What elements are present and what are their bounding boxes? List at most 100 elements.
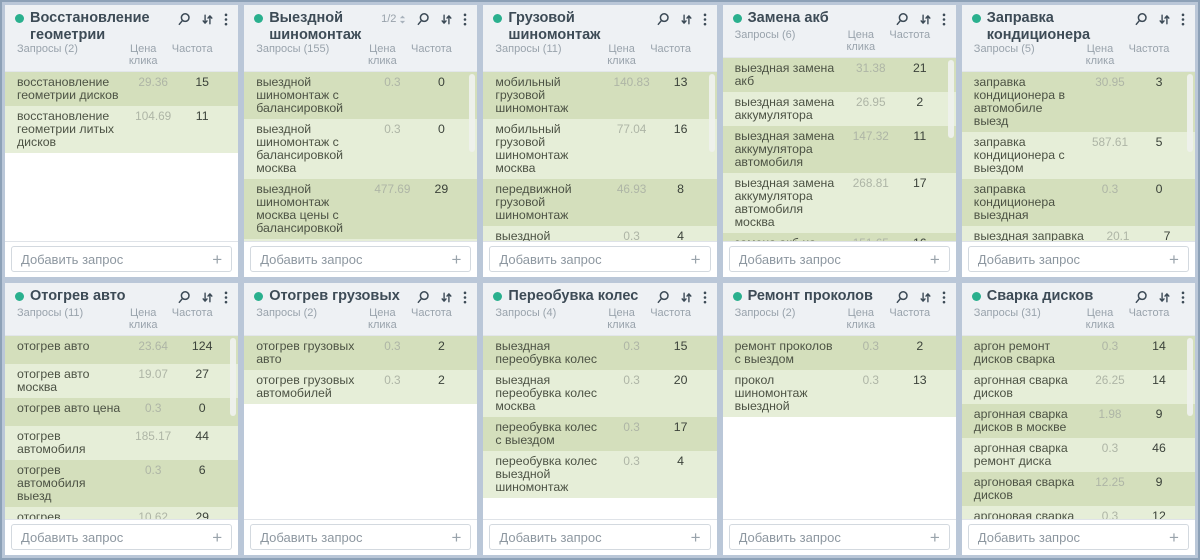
search-button[interactable]: [656, 290, 670, 304]
add-query-box[interactable]: +: [489, 246, 711, 272]
add-query-box[interactable]: +: [489, 524, 711, 550]
add-query-input[interactable]: [977, 251, 1170, 267]
query-row[interactable]: выездная переобувка колес москва 0.3 20: [483, 370, 717, 417]
add-query-input[interactable]: [738, 529, 930, 545]
search-button[interactable]: [1134, 12, 1148, 26]
add-query-plus-button[interactable]: +: [929, 249, 940, 269]
query-row[interactable]: заправка кондиционера в автомобиле выезд…: [961, 72, 1195, 133]
sort-button[interactable]: [680, 13, 693, 26]
query-row[interactable]: аргонная сварка дисков в москве 1.98 9: [961, 404, 1195, 438]
query-row[interactable]: передвижной грузовой шиномонтаж 46.93 8: [483, 179, 717, 227]
query-row[interactable]: выездная замена аккумулятора автомобиля …: [722, 173, 956, 233]
add-query-input[interactable]: [499, 529, 691, 545]
scrollbar-thumb[interactable]: [1186, 74, 1193, 153]
add-query-input[interactable]: [21, 251, 213, 267]
add-query-input[interactable]: [738, 251, 930, 267]
menu-button[interactable]: [1181, 13, 1185, 26]
menu-button[interactable]: [463, 291, 467, 304]
query-row[interactable]: аргонная сварка дисков 26.25 14: [961, 370, 1195, 404]
add-query-box[interactable]: +: [11, 246, 233, 272]
sort-button[interactable]: [680, 291, 693, 304]
scrollbar-thumb[interactable]: [1186, 338, 1193, 416]
menu-button[interactable]: [1181, 291, 1185, 304]
query-list[interactable]: аргон ремонт дисков сварка 0.3 14 аргонн…: [961, 336, 1195, 519]
sort-button[interactable]: [919, 291, 932, 304]
add-query-plus-button[interactable]: +: [1169, 527, 1179, 547]
sort-button[interactable]: [440, 291, 453, 304]
query-row[interactable]: заправка кондиционера с выездом 587.61 5: [961, 132, 1195, 180]
query-row[interactable]: восстановление геометрии дисков 29.36 15: [5, 72, 239, 107]
query-row[interactable]: заправка кондиционера выездная 0.3 0: [961, 179, 1195, 227]
add-query-plus-button[interactable]: +: [451, 527, 462, 547]
query-list[interactable]: отогрев авто 23.64 124 отогрев авто моск…: [5, 336, 239, 519]
menu-button[interactable]: [942, 291, 946, 304]
query-row[interactable]: отогрев авто москва 19.07 27: [5, 364, 239, 398]
menu-button[interactable]: [224, 291, 228, 304]
query-row[interactable]: восстановление геометрии литых дисков 10…: [5, 106, 239, 154]
scrollbar-thumb[interactable]: [947, 60, 954, 138]
add-query-input[interactable]: [499, 251, 691, 267]
add-query-input[interactable]: [260, 529, 452, 545]
add-query-plus-button[interactable]: +: [451, 249, 462, 269]
scrollbar-thumb[interactable]: [230, 338, 237, 416]
search-button[interactable]: [1134, 290, 1148, 304]
query-row[interactable]: отогрев авто цена 0.3 0: [5, 398, 239, 426]
query-list[interactable]: ремонт проколов с выездом 0.3 2 прокол ш…: [722, 336, 956, 519]
scrollbar-thumb[interactable]: [469, 74, 476, 153]
query-list[interactable]: отогрев грузовых авто 0.3 2 отогрев груз…: [244, 336, 478, 519]
query-row[interactable]: выездная замена акб 31.38 21: [722, 58, 956, 92]
query-row[interactable]: прокол шиномонтаж выездной 0.3 13: [722, 370, 956, 417]
add-query-box[interactable]: +: [11, 524, 233, 550]
query-row[interactable]: аргонная сварка ремонт диска 0.3 46: [961, 438, 1195, 472]
query-row[interactable]: выездной шиномонтаж москва цены с баланс…: [244, 179, 478, 240]
menu-button[interactable]: [942, 13, 946, 26]
query-row[interactable]: мобильный грузовой шиномонтаж 140.83 13: [483, 72, 717, 120]
query-list[interactable]: заправка кондиционера в автомобиле выезд…: [961, 72, 1195, 241]
query-row[interactable]: переобувка колес выездной шиномонтаж 0.3…: [483, 451, 717, 498]
query-row[interactable]: шиномонтаж балансировка на выезде 0.3 0: [244, 239, 478, 241]
sort-button[interactable]: [1158, 291, 1171, 304]
add-query-box[interactable]: +: [967, 524, 1189, 550]
add-query-plus-button[interactable]: +: [212, 249, 223, 269]
query-row[interactable]: аргоновая сварка 0.3 12: [961, 506, 1195, 519]
query-row[interactable]: отогрев автомобиля 185.17 44: [5, 426, 239, 460]
sort-button[interactable]: [919, 13, 932, 26]
query-row[interactable]: замена акб на автомобиле с выездом 151.6…: [722, 233, 956, 241]
search-button[interactable]: [656, 12, 670, 26]
query-list[interactable]: восстановление геометрии дисков 29.36 15…: [5, 72, 239, 241]
query-row[interactable]: отогрев грузовых авто 0.3 2: [244, 336, 478, 370]
search-button[interactable]: [177, 290, 191, 304]
query-row[interactable]: выездная переобувка колес 0.3 15: [483, 336, 717, 370]
add-query-input[interactable]: [21, 529, 213, 545]
query-row[interactable]: аргоновая сварка дисков 12.25 9: [961, 472, 1195, 506]
query-row[interactable]: выездной шиномонтаж с балансировкой 0.3 …: [244, 72, 478, 120]
query-list[interactable]: выездной шиномонтаж с балансировкой 0.3 …: [244, 72, 478, 241]
add-query-box[interactable]: +: [728, 524, 950, 550]
add-query-plus-button[interactable]: +: [212, 527, 223, 547]
menu-button[interactable]: [703, 291, 707, 304]
query-list[interactable]: мобильный грузовой шиномонтаж 140.83 13 …: [483, 72, 717, 241]
sort-button[interactable]: [201, 13, 214, 26]
page-spinner[interactable]: [399, 14, 406, 25]
query-list[interactable]: выездная замена акб 31.38 21 выездная за…: [722, 58, 956, 241]
query-row[interactable]: отогрев авто 23.64 124: [5, 336, 239, 364]
add-query-input[interactable]: [977, 529, 1170, 545]
query-row[interactable]: отогрев автомобиля москва 10.62 29: [5, 507, 239, 519]
query-row[interactable]: выездной шиномонтаж газель 0.3 4: [483, 226, 717, 241]
add-query-box[interactable]: +: [250, 246, 472, 272]
add-query-box[interactable]: +: [967, 246, 1189, 272]
query-row[interactable]: отогрев грузовых автомобилей 0.3 2: [244, 370, 478, 404]
query-row[interactable]: выездная замена аккумулятора автомобиля …: [722, 126, 956, 173]
query-row[interactable]: переобувка колес с выездом 0.3 17: [483, 417, 717, 451]
query-row[interactable]: ремонт проколов с выездом 0.3 2: [722, 336, 956, 370]
sort-button[interactable]: [201, 291, 214, 304]
query-row[interactable]: выездная замена аккумулятора 26.95 2: [722, 92, 956, 126]
menu-button[interactable]: [703, 13, 707, 26]
query-list[interactable]: выездная переобувка колес 0.3 15 выездна…: [483, 336, 717, 519]
add-query-plus-button[interactable]: +: [929, 527, 940, 547]
add-query-plus-button[interactable]: +: [690, 249, 701, 269]
query-row[interactable]: отогрев автомобиля выезд 0.3 6: [5, 460, 239, 507]
query-row[interactable]: мобильный грузовой шиномонтаж москва 77.…: [483, 119, 717, 180]
add-query-plus-button[interactable]: +: [690, 527, 701, 547]
menu-button[interactable]: [224, 13, 228, 26]
